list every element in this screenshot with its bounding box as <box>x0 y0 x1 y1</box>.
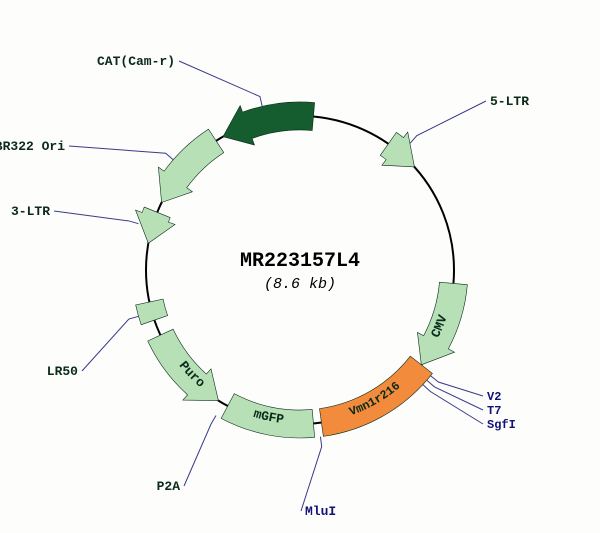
leader-five_ltr_lbl <box>410 101 486 143</box>
label-p2a: P2A <box>157 479 181 494</box>
segment-pbr <box>158 129 223 202</box>
label-t7: T7 <box>487 404 501 418</box>
segment-cat <box>223 102 315 145</box>
label-v2: V2 <box>487 390 501 404</box>
leader-v2 <box>431 376 483 396</box>
segment-lr50_seg <box>136 299 168 325</box>
label-pbr_lbl: pBR322 Ori <box>0 139 65 154</box>
leader-cat_lbl <box>179 61 262 106</box>
label-five_ltr_lbl: 5-LTR <box>490 94 529 109</box>
leader-p2a <box>184 415 216 486</box>
plasmid-size: (8.6 kb) <box>264 276 336 293</box>
plasmid-name: MR223157L4 <box>240 250 360 273</box>
label-three_ltr: 3-LTR <box>11 204 50 219</box>
label-lr50: LR50 <box>47 364 78 379</box>
leader-pbr_lbl <box>69 146 173 160</box>
leader-t7 <box>427 380 483 410</box>
segment-five_ltr <box>380 132 414 167</box>
segment-three_ltr_seg <box>136 207 175 243</box>
leader-sgfi <box>423 385 483 424</box>
leader-lr50 <box>82 316 139 371</box>
leader-three_ltr <box>54 211 139 224</box>
label-mlui: MluI <box>305 504 336 519</box>
leader-mlui <box>301 437 322 511</box>
label-cat_lbl: CAT(Cam-r) <box>97 54 175 69</box>
label-sgfi: SgfI <box>487 418 516 432</box>
plasmid-map: CMVVmn1r216mGFPPuro5-LTRV2T7SgfIMluIP2AL… <box>0 0 600 533</box>
